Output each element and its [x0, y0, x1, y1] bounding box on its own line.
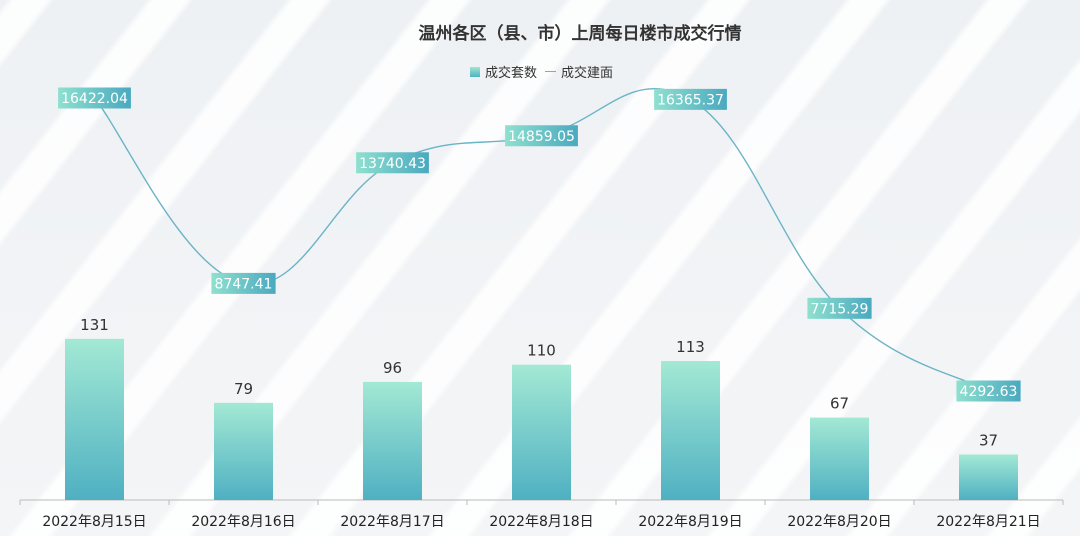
- line-value-label-text: 4292.63: [960, 384, 1018, 400]
- line-value-label: 14859.05: [505, 125, 578, 147]
- bar-value-label: 110: [527, 342, 556, 360]
- x-tick-label: 2022年8月19日: [638, 514, 742, 530]
- bar-value-label: 131: [80, 316, 109, 334]
- line-value-label-text: 14859.05: [508, 129, 575, 145]
- line-value-label-box: [505, 125, 578, 147]
- legend-bar-swatch: [470, 66, 480, 77]
- x-tick-label: 2022年8月18日: [489, 514, 593, 530]
- bar: [661, 361, 720, 500]
- bar-value-label: 67: [830, 395, 849, 413]
- legend-item-bars[interactable]: 成交套数: [470, 62, 537, 81]
- line-value-label-box: [654, 88, 727, 110]
- bar: [512, 364, 571, 500]
- legend-label-bars: 成交套数: [485, 66, 538, 81]
- chart-title: 温州各区（县、市）上周每日楼市成交行情: [418, 24, 742, 44]
- line-value-label-text: 8747.41: [215, 276, 273, 292]
- bar: [363, 381, 422, 500]
- line-value-label-text: 13740.43: [359, 156, 426, 172]
- bar-value-label: 37: [979, 431, 998, 449]
- line-value-label-box: [807, 297, 872, 319]
- line-value-label: 4292.63: [956, 380, 1021, 402]
- bar-value-label: 79: [234, 380, 253, 398]
- line-value-label: 13740.43: [356, 152, 429, 174]
- bar: [214, 402, 273, 500]
- bar-value-label: 113: [676, 338, 705, 356]
- bar: [65, 338, 124, 500]
- bar: [959, 454, 1018, 500]
- line-value-label: 7715.29: [807, 297, 872, 319]
- bar: [810, 417, 869, 500]
- x-tick-label: 2022年8月15日: [42, 514, 146, 530]
- x-tick-label: 2022年8月21日: [936, 514, 1040, 530]
- line-value-label-box: [956, 380, 1021, 402]
- line-value-label-text: 16365.37: [657, 92, 724, 108]
- legend: 成交套数 成交建面: [470, 62, 621, 81]
- line-value-label: 16422.04: [58, 87, 131, 109]
- bar-value-label: 96: [383, 359, 402, 377]
- line-value-label-box: [58, 87, 131, 109]
- x-tick-label: 2022年8月20日: [787, 514, 891, 530]
- line-value-label: 16365.37: [654, 88, 727, 110]
- line-value-label-box: [211, 272, 276, 294]
- x-tick-label: 2022年8月17日: [340, 514, 444, 530]
- line-value-label-box: [356, 152, 429, 174]
- legend-label-line: 成交建面: [561, 66, 614, 81]
- x-tick-label: 2022年8月16日: [191, 514, 295, 530]
- line-value-label: 8747.41: [211, 272, 276, 294]
- line-value-label-text: 16422.04: [61, 91, 128, 107]
- line-value-label-text: 7715.29: [811, 301, 869, 317]
- legend-item-line[interactable]: 成交建面: [545, 62, 613, 81]
- legend-line-swatch: [545, 71, 557, 72]
